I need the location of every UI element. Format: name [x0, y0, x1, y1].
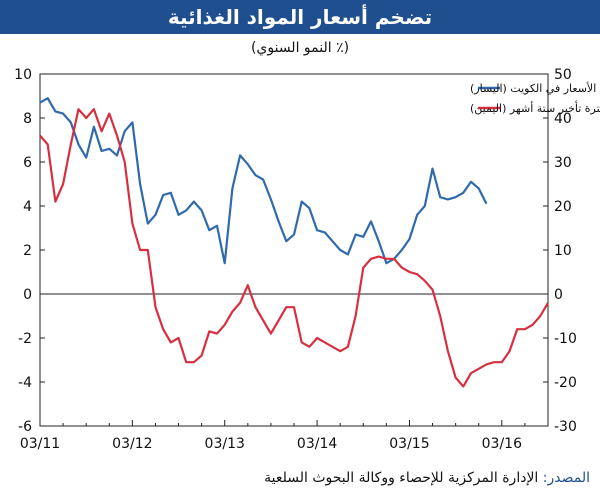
y-right-tick-label: 10 [554, 243, 572, 259]
source-label: المصدر: [542, 470, 590, 486]
y-right-tick-label: -10 [554, 331, 577, 347]
x-tick-label: 03/16 [482, 436, 522, 452]
series-line-2 [39, 108, 549, 388]
y-left-tick-label: -2 [18, 331, 32, 347]
source-text: الإدارة المركزية للإحصاء ووكالة البحوث ا… [264, 470, 539, 486]
y-left-tick-label: -6 [18, 419, 32, 435]
y-left-tick-label: 2 [23, 243, 32, 259]
x-tick-label: 03/15 [389, 436, 429, 452]
y-right-tick-label: 40 [554, 111, 572, 127]
y-right-tick-label: 20 [554, 199, 572, 215]
chart-subtitle: (٪ النمو السنوي) [250, 40, 350, 56]
x-tick-label: 03/11 [20, 436, 60, 452]
y-left-tick-label: 8 [23, 111, 32, 127]
chart-title: تضخم أسعار المواد الغذائية [0, 0, 600, 34]
chart-area: -6 -4 -2 0 2 4 6 8 10 -30 -20 -10 0 10 20 30 40 50 03/11 03… [0, 60, 600, 460]
y-right-tick-label: -30 [554, 419, 577, 435]
y-right-tick-label: 30 [554, 155, 572, 171]
series-line-1 [39, 97, 488, 265]
x-tick-label: 03/12 [112, 436, 152, 452]
y-right-tick-label: 0 [554, 287, 563, 303]
y-left-tick-label: 0 [23, 287, 32, 303]
y-right-tick-label: 50 [554, 67, 572, 83]
y-left-tick-label: 4 [23, 199, 32, 215]
legend-label-1: الأسعار في الكويت (اليسار) [470, 81, 596, 95]
y-left-tick-label: 6 [23, 155, 32, 171]
x-tick-label: 03/13 [205, 436, 245, 452]
y-left-tick-label: -4 [18, 375, 32, 391]
y-left-tick-label: 10 [14, 67, 32, 83]
legend-label-2: الأسعار العالمية: فترة تأخير ستة أشهر (ا… [470, 100, 600, 115]
source-note: المصدر: الإدارة المركزية للإحصاء ووكالة … [264, 470, 590, 486]
y-right-tick-label: -20 [554, 375, 577, 391]
x-tick-label: 03/14 [297, 436, 337, 452]
